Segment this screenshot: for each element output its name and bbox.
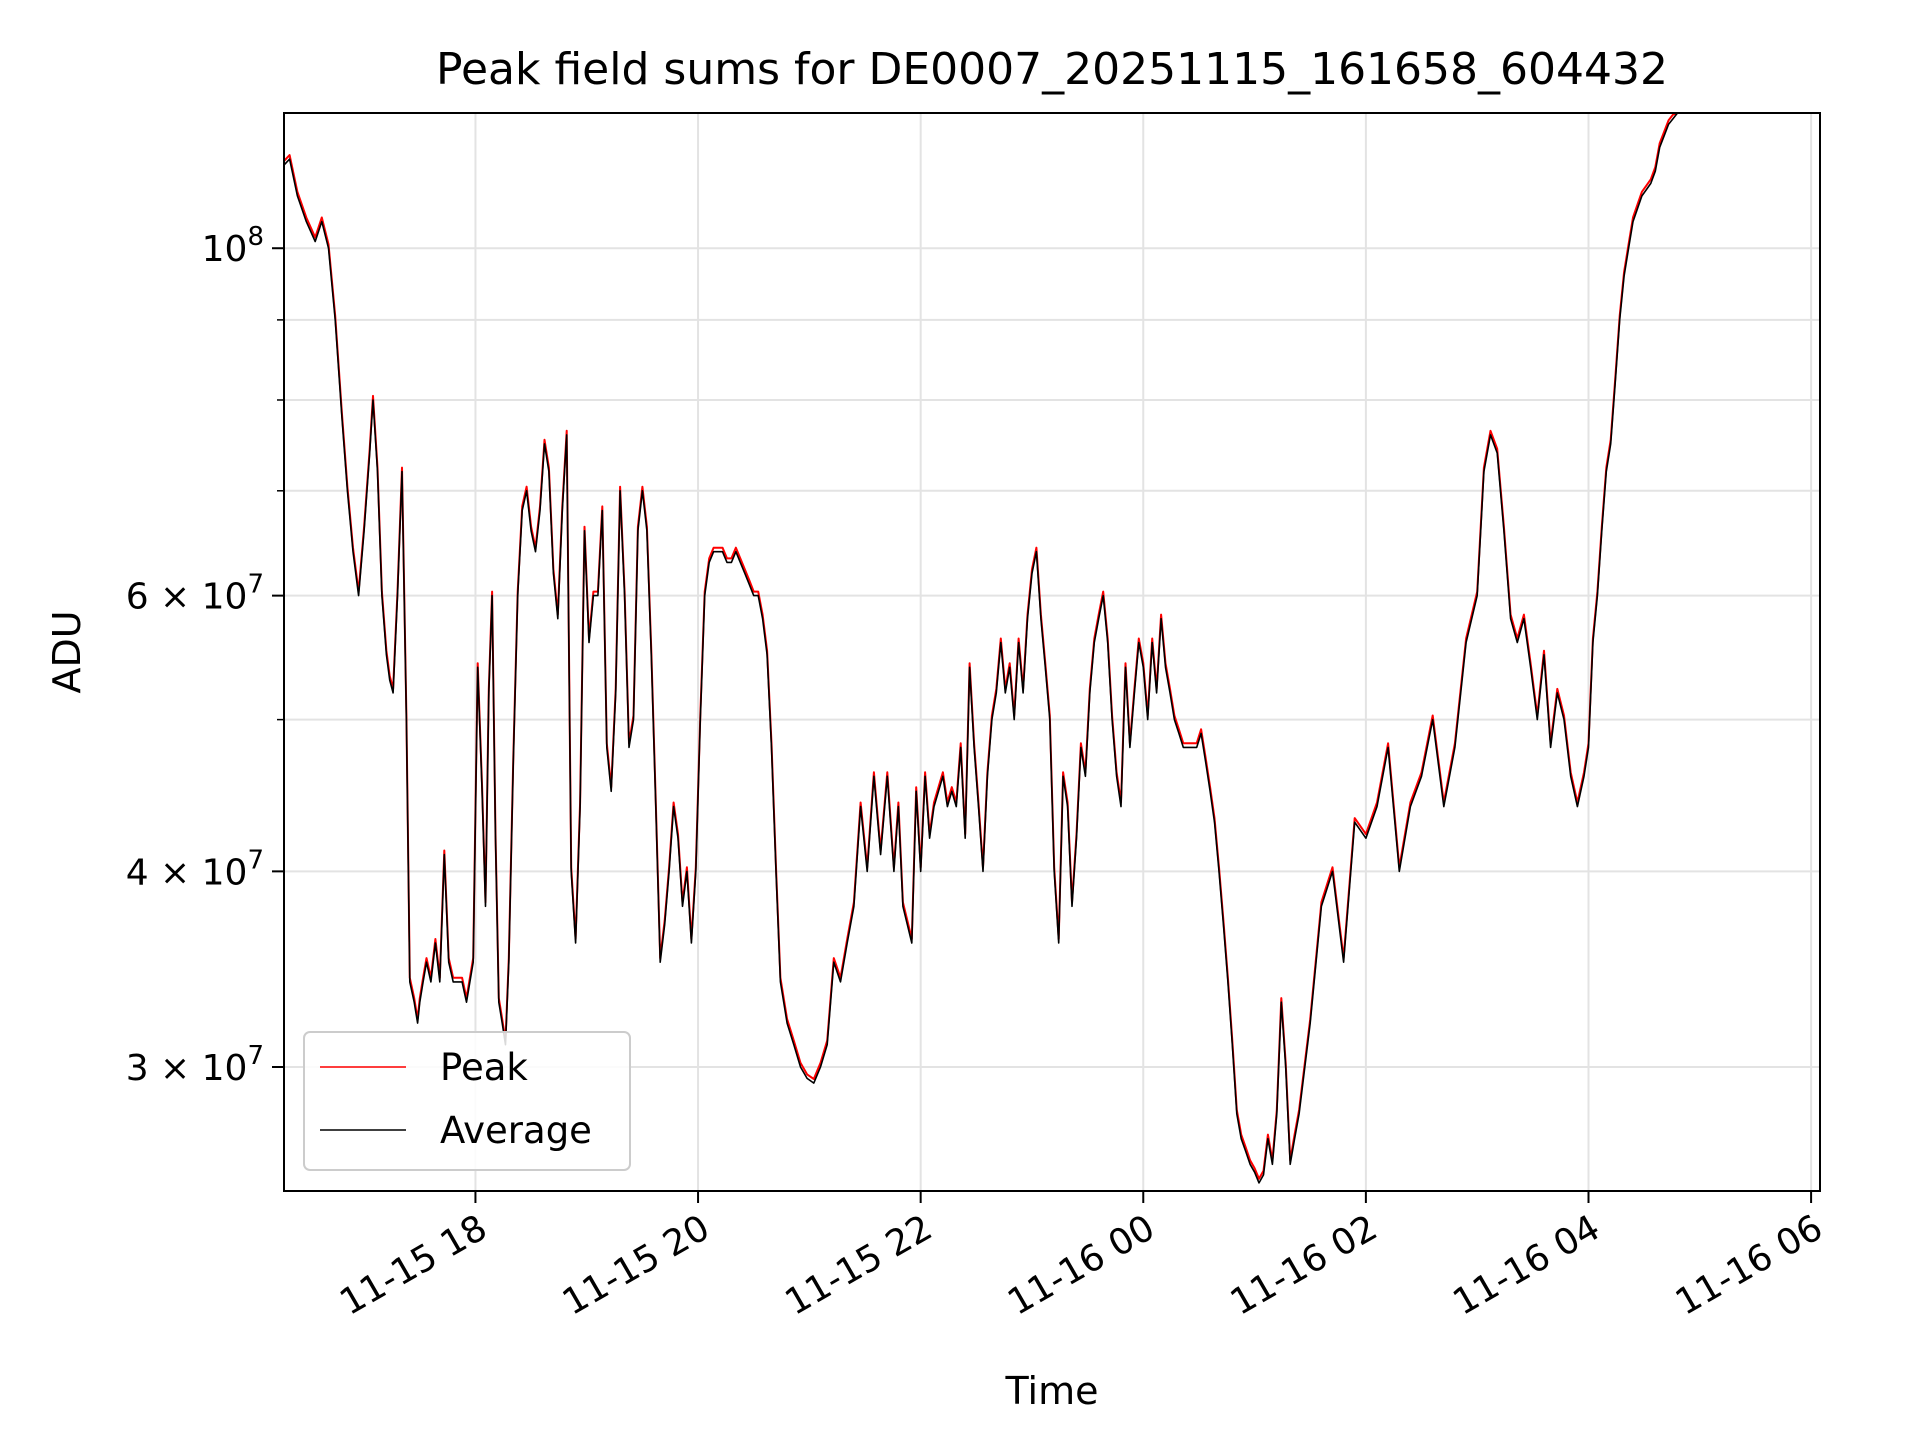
x-tick-label: 11-15 18 bbox=[333, 1207, 494, 1323]
y-tick-mantissa: 3 × 10 bbox=[126, 1048, 248, 1089]
x-tick-label: 11-15 22 bbox=[778, 1207, 939, 1323]
y-tick-label: 6 × 107 bbox=[126, 570, 264, 618]
x-axis-label: Time bbox=[1005, 1369, 1099, 1413]
legend-label-average: Average bbox=[440, 1109, 592, 1152]
y-tick-label: 4 × 107 bbox=[126, 845, 264, 893]
x-tick-label: 11-16 00 bbox=[1001, 1207, 1162, 1323]
x-axis: 11-15 18 11-15 20 11-15 22 11-16 00 11-16 02… bbox=[333, 1191, 1830, 1324]
plot-frame bbox=[283, 112, 1821, 1192]
y-tick-exponent: 7 bbox=[247, 1041, 264, 1071]
y-tick-mantissa: 4 × 10 bbox=[126, 852, 248, 893]
x-tick-label: 11-16 06 bbox=[1669, 1207, 1830, 1323]
legend: Peak Average bbox=[303, 1031, 631, 1171]
y-tick-mantissa: 6 × 10 bbox=[126, 577, 248, 618]
x-tick-label: 11-15 20 bbox=[556, 1207, 717, 1323]
y-tick-exponent: 7 bbox=[247, 570, 264, 600]
y-tick-exponent: 8 bbox=[247, 222, 264, 252]
y-axis-label: ADU bbox=[45, 610, 89, 693]
y-tick-mantissa: 10 bbox=[202, 229, 248, 270]
x-tick-label: 11-16 02 bbox=[1224, 1207, 1385, 1323]
x-tick-label: 11-16 04 bbox=[1446, 1207, 1607, 1323]
y-tick-label: 3 × 107 bbox=[126, 1041, 264, 1089]
legend-label-peak: Peak bbox=[440, 1046, 528, 1089]
series-average-line bbox=[283, 112, 1679, 1184]
y-tick-exponent: 7 bbox=[247, 845, 264, 875]
chart-title: Peak field sums for DE0007_20251115_1616… bbox=[436, 44, 1668, 95]
series-layer bbox=[283, 112, 1679, 1184]
y-tick-label: 108 bbox=[202, 222, 264, 270]
grid bbox=[284, 113, 1820, 1191]
